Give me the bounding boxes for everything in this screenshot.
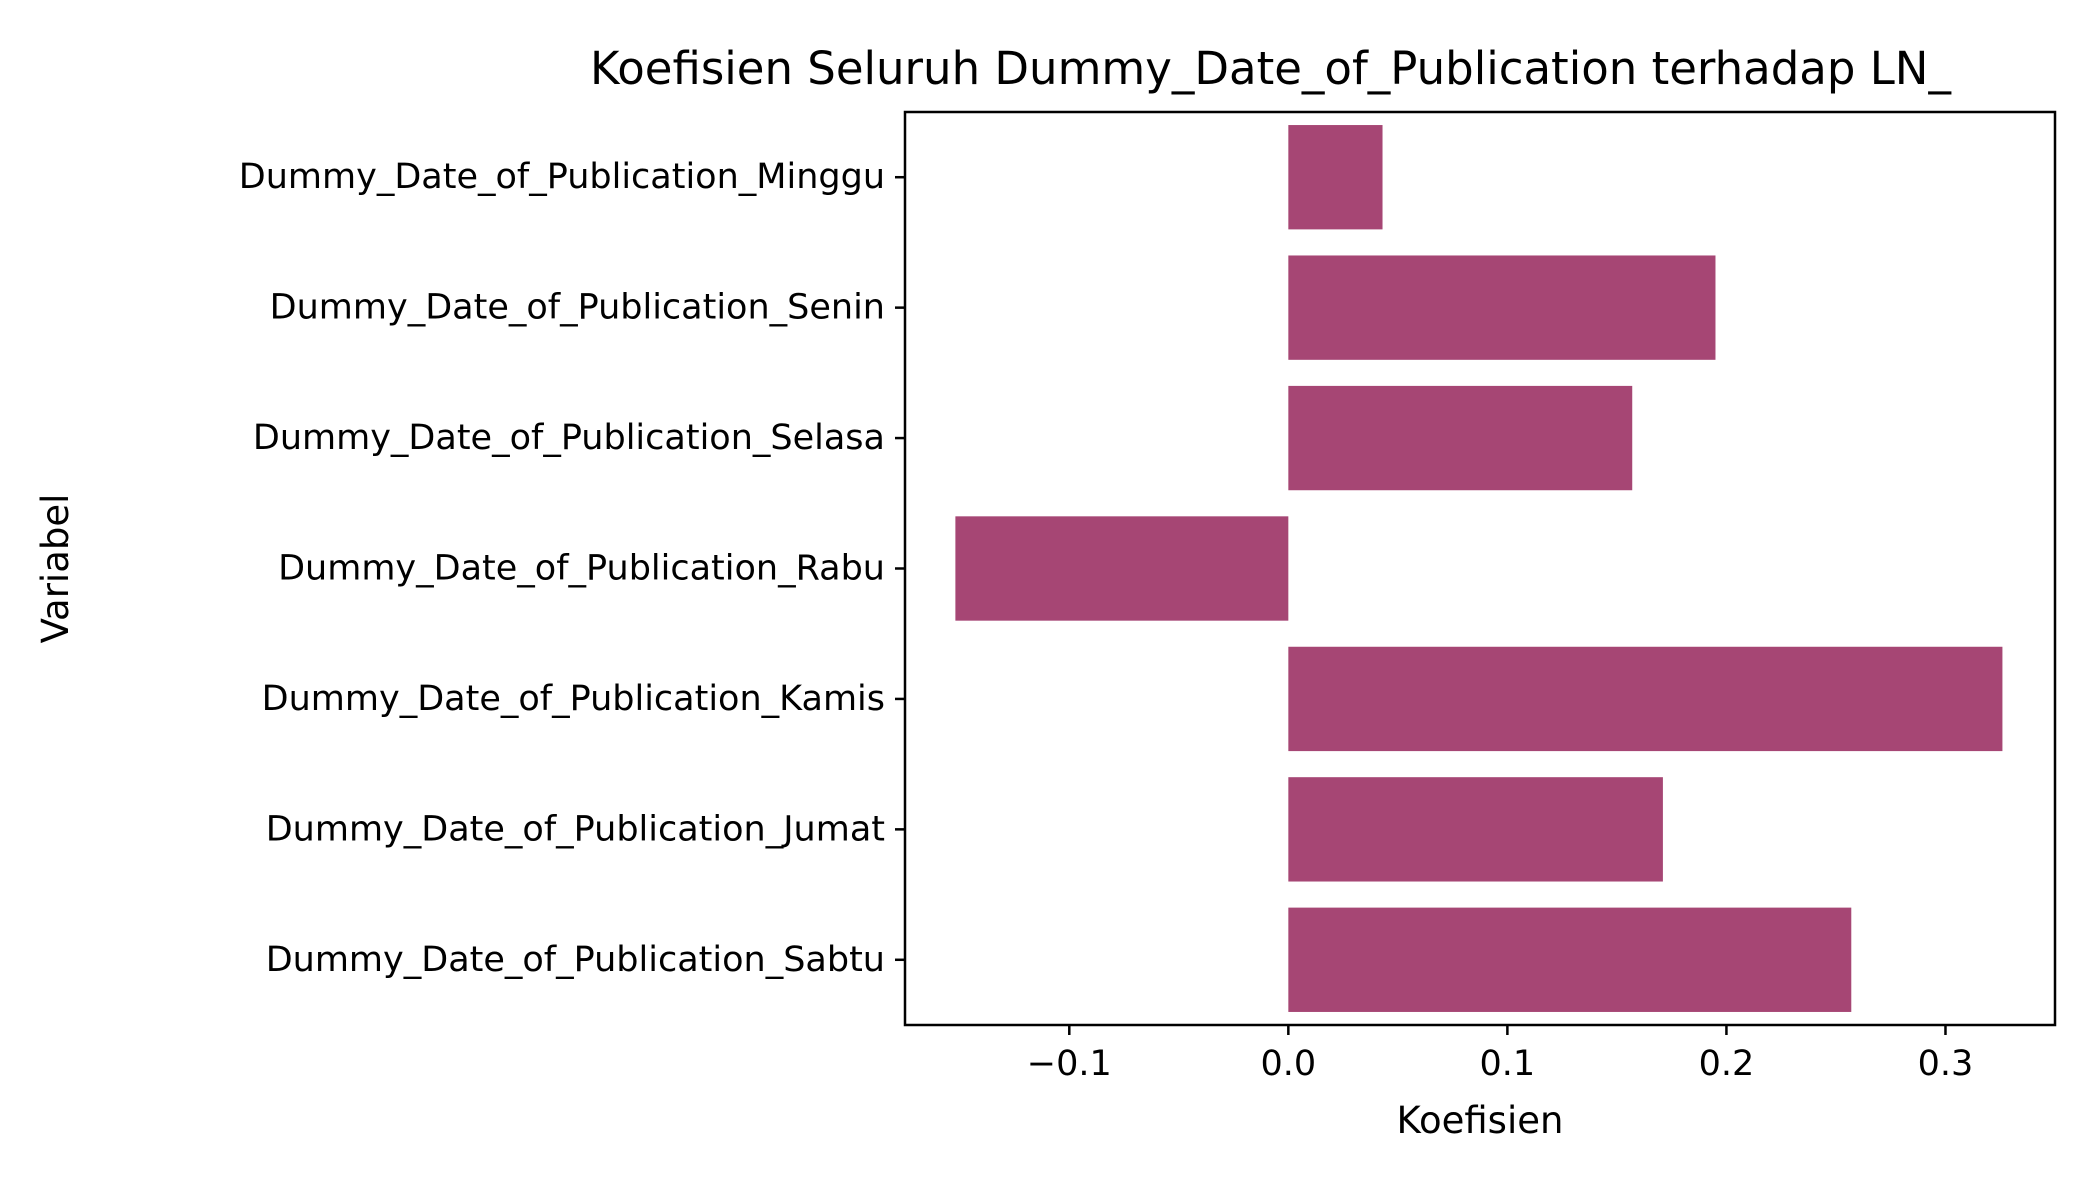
x-tick-label-1: 0.0 (1260, 1044, 1316, 1084)
y-tick-label-6: Dummy_Date_of_Publication_Sabtu (266, 940, 885, 980)
bar-0 (1288, 125, 1383, 230)
bar-1 (1288, 255, 1716, 360)
bar-6 (1288, 907, 1852, 1012)
chart-title: Koefisien Seluruh Dummy_Date_of_Publicat… (590, 42, 1951, 95)
bar-2 (1288, 385, 1633, 491)
x-tick-label-4: 0.3 (1918, 1044, 1974, 1084)
x-tick-label-2: 0.1 (1480, 1044, 1536, 1084)
x-tick-label-0: −0.1 (1027, 1044, 1112, 1084)
y-tick-label-4: Dummy_Date_of_Publication_Kamis (262, 679, 885, 719)
y-tick-label-2: Dummy_Date_of_Publication_Selasa (253, 418, 885, 458)
x-axis: −0.1 0.0 0.1 0.2 0.3 (1027, 1025, 1974, 1084)
bar-4 (1288, 646, 2003, 752)
y-tick-label-0: Dummy_Date_of_Publication_Minggu (239, 157, 885, 197)
bars-layer (955, 125, 2003, 1012)
y-axis-label: Variabel (34, 494, 77, 644)
y-tick-label-1: Dummy_Date_of_Publication_Senin (270, 288, 885, 328)
bar-3 (955, 516, 1289, 621)
y-tick-label-5: Dummy_Date_of_Publication_Jumat (266, 809, 885, 849)
y-axis: Dummy_Date_of_Publication_Minggu Dummy_Da… (239, 157, 905, 980)
bar-5 (1288, 777, 1663, 882)
x-tick-label-3: 0.2 (1699, 1044, 1755, 1084)
x-axis-label: Koefisien (1397, 1099, 1564, 1142)
y-tick-label-3: Dummy_Date_of_Publication_Rabu (278, 549, 885, 589)
